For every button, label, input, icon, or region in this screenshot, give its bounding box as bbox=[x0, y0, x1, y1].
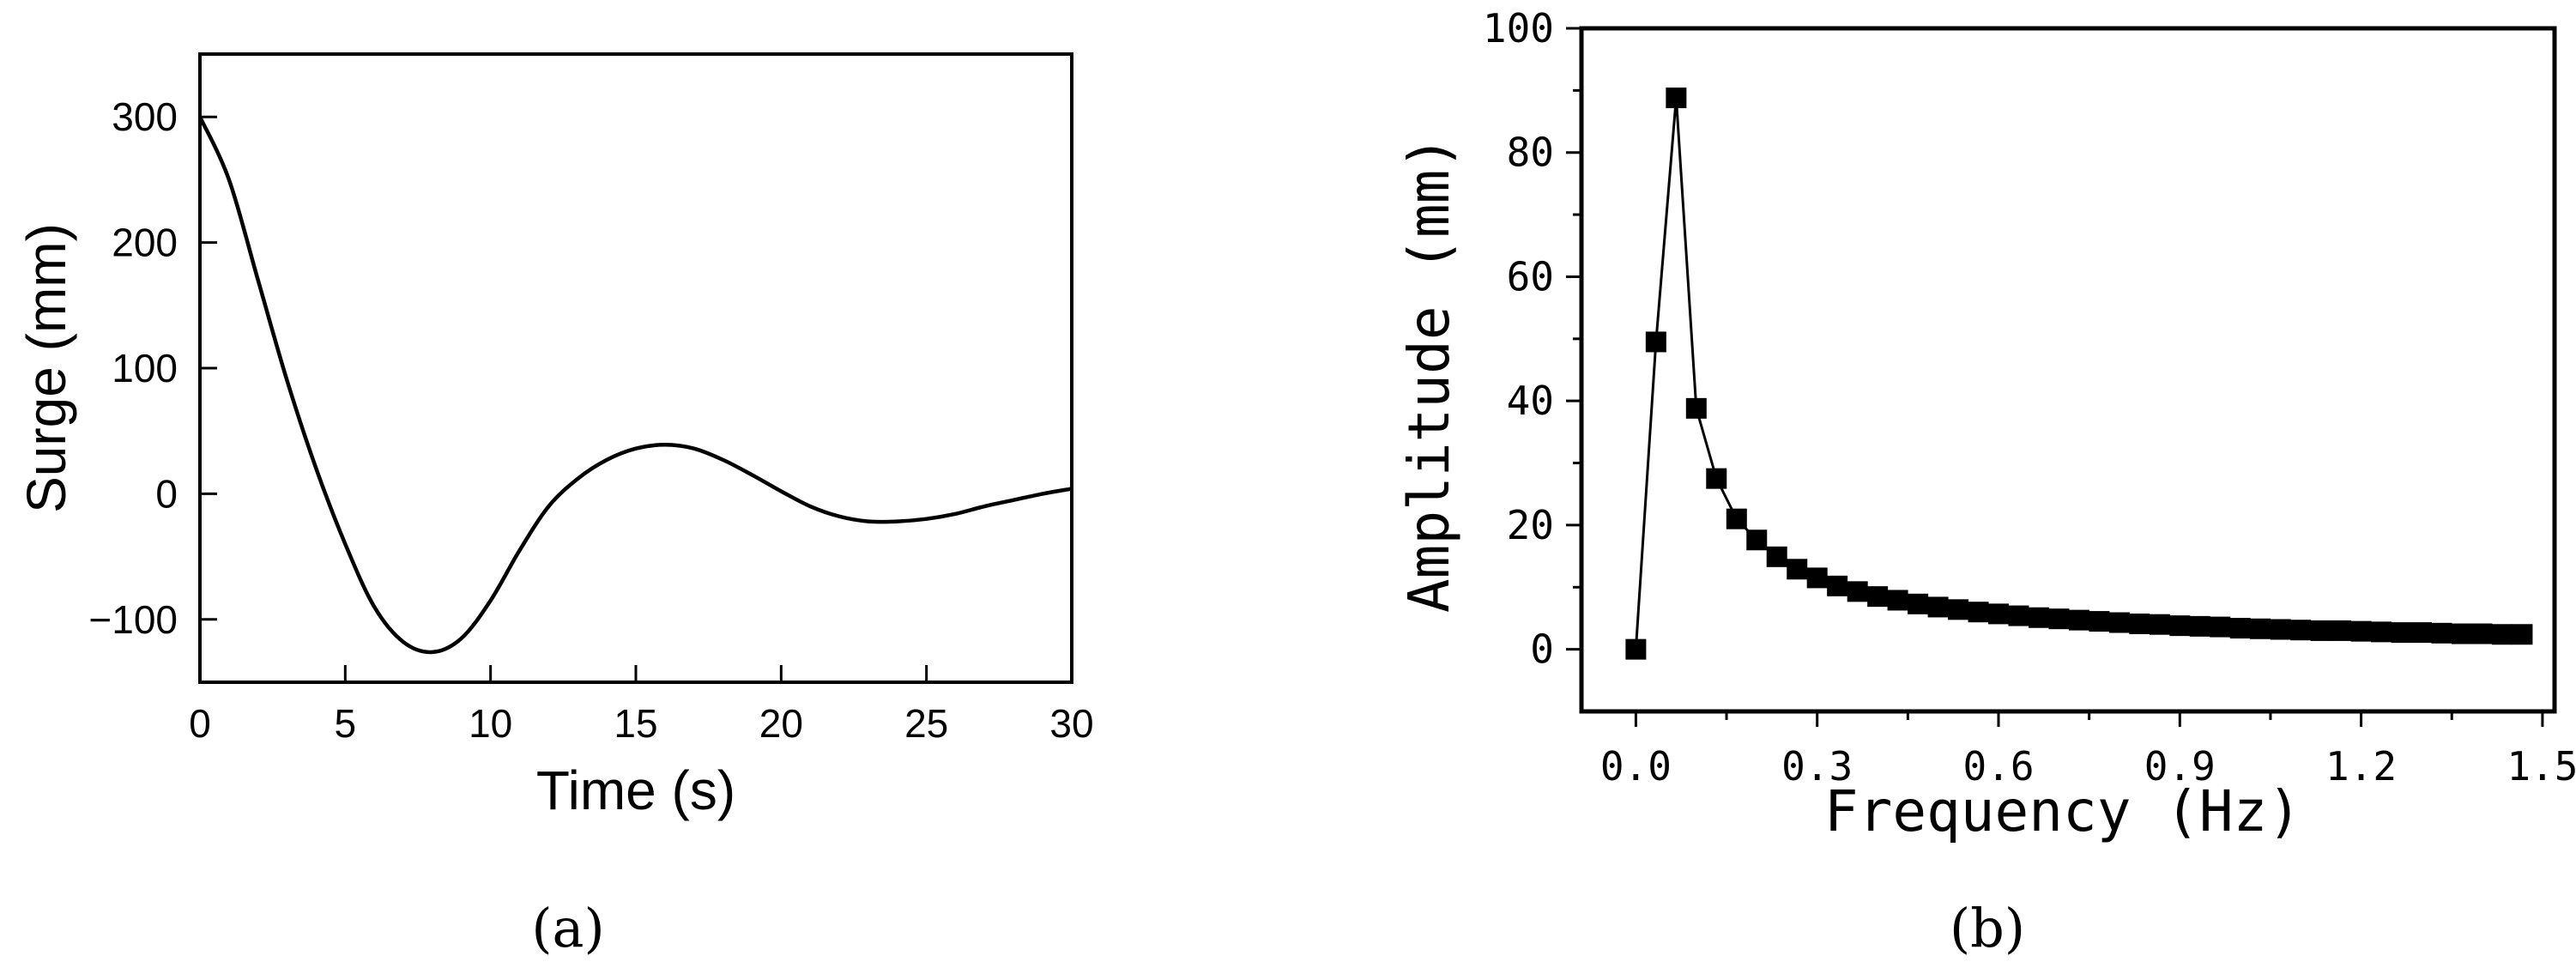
data-point-marker bbox=[1706, 468, 1727, 489]
data-point-marker bbox=[1968, 602, 1989, 623]
y-tick-label-a: 300 bbox=[112, 94, 178, 139]
data-point-marker bbox=[1847, 581, 1868, 602]
y-tick-label-b: 40 bbox=[1507, 378, 1554, 424]
data-point-marker bbox=[2028, 607, 2049, 628]
data-point-marker bbox=[2512, 624, 2533, 645]
data-point-marker bbox=[2189, 615, 2210, 637]
data-point-marker bbox=[1625, 638, 1647, 660]
data-point-marker bbox=[1685, 397, 1707, 419]
y-tick-label-b: 60 bbox=[1507, 253, 1554, 299]
x-tick-label-a: 15 bbox=[614, 701, 657, 746]
amplitude-series-markers bbox=[1625, 88, 2533, 660]
data-point-marker bbox=[2129, 613, 2150, 634]
x-tick-label-b: 0.3 bbox=[1781, 743, 1853, 789]
data-point-marker bbox=[2068, 609, 2089, 631]
data-point-marker bbox=[2431, 622, 2452, 644]
data-point-marker bbox=[1948, 599, 1969, 620]
data-point-marker bbox=[2350, 620, 2372, 642]
data-point-marker bbox=[1887, 590, 1908, 611]
panel-b: 0.0 0.3 0.6 0.9 1.2 1.5 0 20 40 60 80 100 Frequency… bbox=[1396, 5, 2576, 959]
data-point-marker bbox=[2290, 620, 2312, 641]
data-point-marker bbox=[1666, 88, 1687, 109]
data-point-marker bbox=[2310, 620, 2331, 641]
data-point-marker bbox=[1988, 603, 2009, 625]
y-axis-label-a: Surge (mm) bbox=[15, 223, 77, 513]
data-point-marker bbox=[2371, 621, 2392, 643]
data-point-marker bbox=[2391, 622, 2412, 644]
x-tick-label-a: 30 bbox=[1049, 701, 1093, 746]
x-tick-label-a: 20 bbox=[759, 701, 803, 746]
y-tick-label-a: −100 bbox=[88, 597, 178, 642]
data-point-marker bbox=[2452, 623, 2473, 644]
data-point-marker bbox=[2411, 622, 2433, 644]
x-tick-label-a: 5 bbox=[335, 701, 357, 746]
x-tick-label-b: 1.2 bbox=[2325, 743, 2397, 789]
data-point-marker bbox=[1787, 559, 1808, 580]
ticks-b bbox=[1566, 27, 2544, 727]
data-point-marker bbox=[2048, 608, 2070, 630]
y-tick-label-a: 0 bbox=[155, 471, 178, 516]
data-point-marker bbox=[2491, 624, 2513, 645]
data-point-marker bbox=[1766, 546, 1787, 567]
data-point-marker bbox=[2169, 615, 2191, 637]
panel-label-b: (b) bbox=[1950, 897, 2025, 959]
data-point-marker bbox=[2270, 619, 2291, 640]
data-point-marker bbox=[2229, 618, 2251, 639]
y-tick-label-b: 100 bbox=[1483, 5, 1554, 51]
y-tick-label-b: 80 bbox=[1507, 130, 1554, 176]
tick-labels-a: 0 5 10 15 20 25 30 −100 0 100 200 300 bbox=[88, 94, 1093, 746]
x-tick-label-b: 1.5 bbox=[2506, 743, 2576, 789]
x-tick-label-a: 25 bbox=[904, 701, 948, 746]
x-axis-label-a: Time (s) bbox=[536, 759, 735, 821]
x-tick-label-a: 10 bbox=[469, 701, 512, 746]
data-point-marker bbox=[2210, 616, 2231, 638]
data-point-marker bbox=[1726, 508, 1747, 529]
plot-frame-b bbox=[1579, 26, 2557, 714]
y-tick-label-a: 200 bbox=[112, 221, 178, 265]
data-point-marker bbox=[1746, 529, 1768, 551]
x-tick-label-b: 0.6 bbox=[1962, 743, 2034, 789]
data-point-marker bbox=[1908, 593, 1929, 614]
x-tick-label-b: 0.0 bbox=[1600, 743, 1672, 789]
tick-labels-b: 0.0 0.3 0.6 0.9 1.2 1.5 0 20 40 60 80 100 bbox=[1483, 5, 2576, 789]
data-point-marker bbox=[2250, 618, 2271, 639]
data-point-marker bbox=[1806, 567, 1828, 589]
surge-series-line bbox=[197, 116, 1073, 655]
data-point-marker bbox=[2089, 611, 2110, 632]
ticks-a bbox=[198, 115, 1073, 682]
data-point-marker bbox=[1645, 331, 1666, 353]
y-tick-label-b: 20 bbox=[1507, 502, 1554, 548]
y-tick-label-b: 0 bbox=[1530, 626, 1554, 673]
y-tick-label-a: 100 bbox=[112, 346, 178, 390]
data-point-marker bbox=[2331, 620, 2352, 641]
data-point-marker bbox=[1927, 596, 1949, 618]
data-point-marker bbox=[1867, 586, 1889, 608]
y-axis-label-b: Amplitude (mm) bbox=[1396, 136, 1462, 613]
x-tick-label-b: 0.9 bbox=[2144, 743, 2216, 789]
panel-label-a: (a) bbox=[531, 897, 604, 959]
x-tick-label-a: 0 bbox=[189, 701, 211, 746]
data-point-marker bbox=[2008, 605, 2029, 626]
data-point-marker bbox=[1827, 575, 1848, 596]
panel-a: 0 5 10 15 20 25 30 −100 0 100 200 300 Time (s) Surg… bbox=[15, 52, 1094, 959]
plot-frame-a bbox=[198, 52, 1073, 684]
data-point-marker bbox=[2471, 623, 2493, 644]
data-point-marker bbox=[2149, 614, 2170, 635]
data-point-marker bbox=[2108, 612, 2130, 633]
x-axis-label-b: Frequency (Hz) bbox=[1824, 778, 2301, 844]
